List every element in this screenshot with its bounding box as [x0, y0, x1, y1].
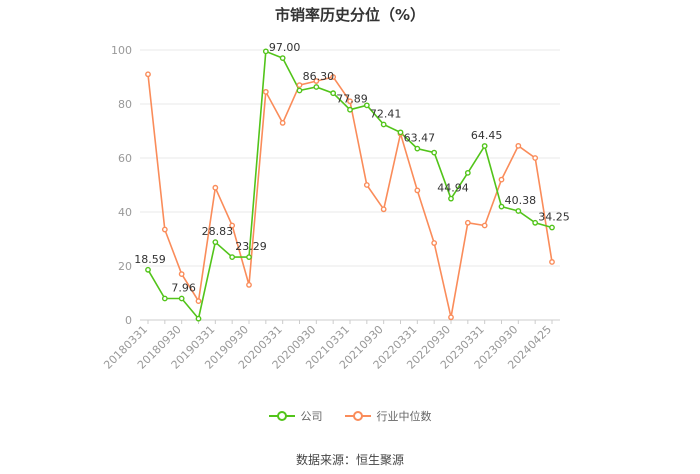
data-label: 64.45	[471, 129, 503, 142]
data-point	[296, 87, 303, 94]
data-label: 34.25	[538, 211, 570, 224]
legend-swatch-company	[268, 411, 295, 421]
y-tick-label: 60	[118, 152, 132, 165]
data-labels: 18.597.9628.8323.2997.0086.3077.8972.416…	[134, 41, 570, 294]
data-point	[549, 224, 555, 231]
data-point	[515, 142, 522, 149]
data-label: 86.30	[303, 70, 335, 83]
data-point	[481, 222, 488, 229]
data-point	[246, 254, 252, 261]
data-point	[498, 203, 505, 210]
data-point	[195, 298, 202, 304]
y-tick-label: 20	[118, 260, 132, 273]
data-label: 40.38	[505, 194, 537, 207]
legend-swatch-industry-median	[344, 411, 371, 421]
data-point	[380, 206, 387, 213]
data-point	[262, 88, 269, 95]
data-point	[363, 182, 370, 188]
data-points	[145, 48, 555, 322]
data-label: 28.83	[202, 225, 234, 238]
y-tick-label: 0	[125, 314, 132, 327]
data-point	[498, 176, 505, 183]
axes: 0204060801002018033120180930201903312019…	[101, 44, 554, 372]
data-point	[212, 239, 219, 246]
data-point	[414, 187, 421, 194]
series-lines	[147, 50, 553, 321]
data-point	[279, 120, 286, 126]
data-point	[397, 129, 404, 136]
data-point	[431, 149, 438, 156]
data-label: 77.89	[336, 93, 368, 106]
data-point	[195, 315, 202, 322]
data-point	[515, 208, 522, 214]
data-point	[178, 295, 185, 302]
series-line-0	[147, 50, 553, 321]
y-tick-label: 40	[118, 206, 132, 219]
data-point	[464, 169, 471, 176]
data-label: 97.00	[269, 41, 301, 54]
data-point	[296, 82, 303, 89]
data-point	[431, 240, 438, 246]
data-point	[532, 219, 539, 226]
data-point	[363, 102, 370, 109]
data-point	[330, 74, 337, 80]
chart-title: 市销率历史分位（%）	[274, 6, 426, 24]
data-point	[464, 219, 471, 226]
y-tick-label: 100	[111, 44, 132, 57]
data-point	[161, 226, 168, 233]
data-point	[145, 266, 151, 273]
data-point	[246, 281, 252, 288]
legend-label-company: 公司	[300, 410, 323, 423]
data-point	[347, 98, 353, 105]
legend-item-company[interactable]: 公司	[268, 408, 323, 424]
source-note: 数据来源：恒生聚源	[295, 453, 404, 467]
legend-label-industry-median: 行业中位数	[376, 410, 432, 423]
data-point	[145, 71, 151, 78]
data-point	[330, 90, 337, 97]
data-point	[178, 271, 185, 277]
data-label: 18.59	[134, 253, 166, 266]
data-point	[549, 259, 555, 265]
data-point	[414, 145, 421, 152]
data-point	[229, 254, 236, 261]
data-label: 23.29	[235, 240, 267, 253]
legend: 公司 行业中位数	[0, 408, 700, 424]
data-point	[481, 143, 488, 149]
data-point	[532, 155, 539, 161]
grid-lines	[140, 49, 560, 321]
data-point	[313, 78, 320, 84]
data-point	[212, 184, 219, 191]
data-point	[347, 106, 353, 113]
data-label: 72.41	[370, 107, 402, 120]
data-point	[161, 295, 168, 302]
data-point	[448, 314, 454, 321]
data-point	[262, 48, 269, 55]
data-point	[380, 121, 387, 128]
data-label: 7.96	[171, 282, 196, 295]
data-point	[229, 222, 236, 229]
data-point	[448, 195, 454, 202]
data-point	[279, 55, 286, 61]
data-label: 44.94	[437, 182, 469, 195]
legend-item-industry-median[interactable]: 行业中位数	[344, 408, 432, 424]
y-tick-label: 80	[118, 98, 132, 111]
data-label: 63.47	[404, 132, 436, 145]
data-point	[313, 84, 320, 90]
